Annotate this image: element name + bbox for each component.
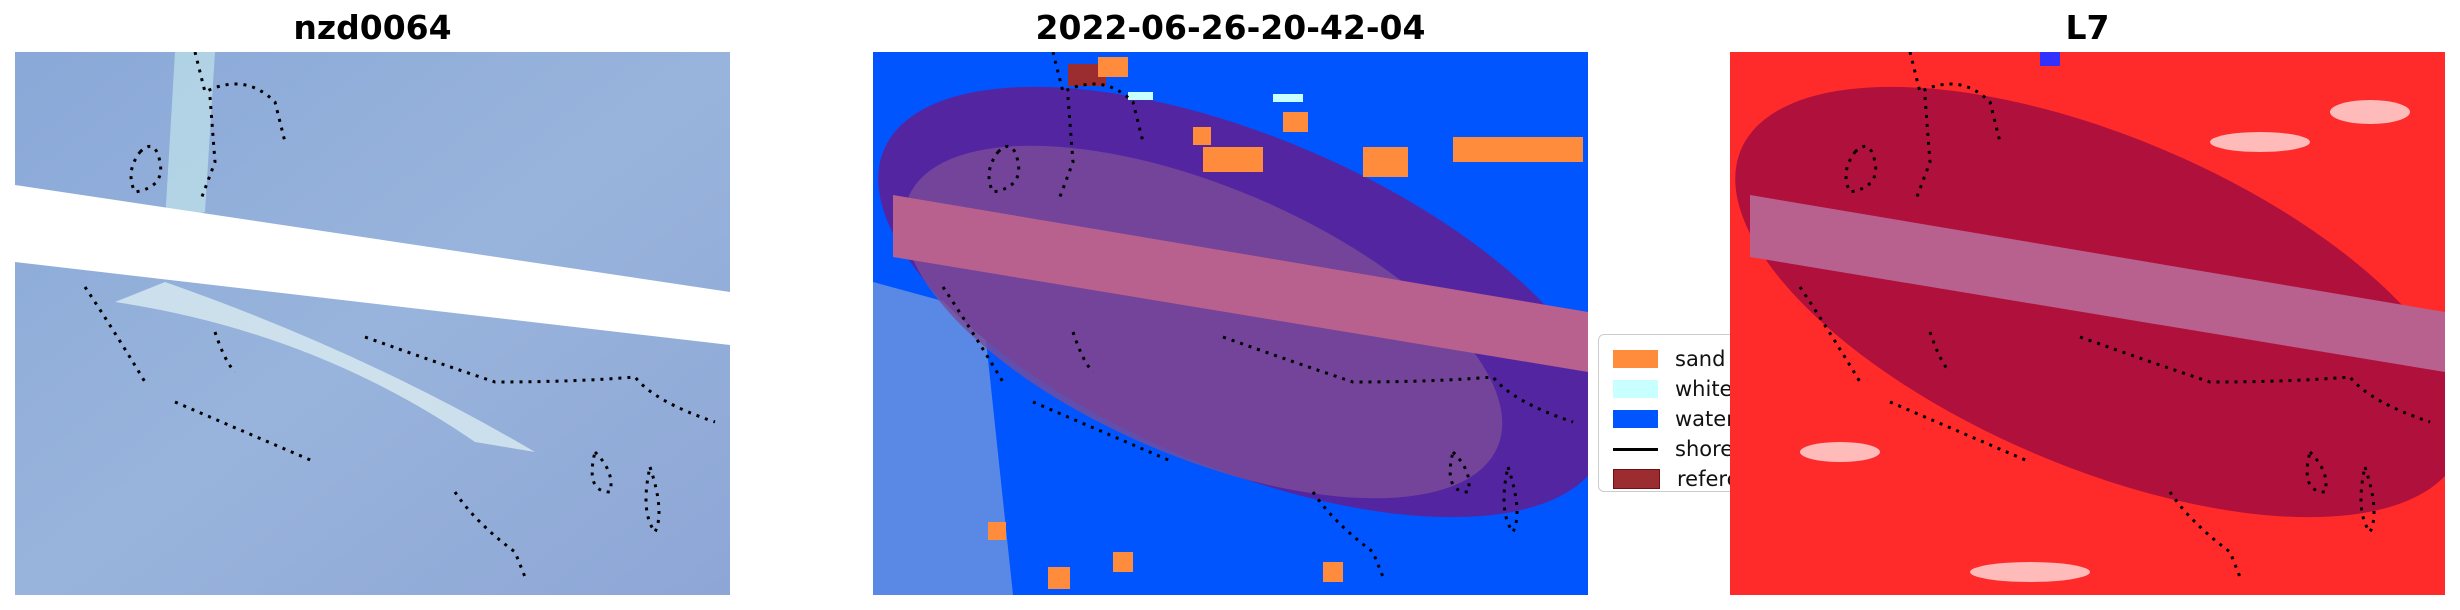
legend-item-shoreline: shoreline	[1613, 437, 1730, 461]
no-data-band	[893, 195, 1588, 372]
legend-item-water: water	[1613, 407, 1730, 431]
panel-title-satellite: L7	[2065, 8, 2110, 47]
satellite-panel	[1730, 52, 2445, 595]
rgb-image-panel	[15, 52, 730, 595]
no-data-band	[15, 185, 730, 345]
shoreline	[1798, 52, 2431, 578]
legend-item-reference-region: reference region	[1613, 467, 1730, 491]
panel-title-classification: 2022-06-26-20-42-04	[1035, 8, 1426, 47]
classification-panel	[873, 52, 1588, 595]
reference-region	[1068, 64, 1106, 86]
shoreline	[941, 52, 1574, 578]
shoreline	[83, 52, 716, 578]
no-data-band	[1750, 195, 2445, 372]
sand-pixels	[988, 57, 1583, 589]
panel-title-image: nzd0064	[293, 8, 452, 47]
legend-item-sand: sand	[1613, 347, 1725, 371]
